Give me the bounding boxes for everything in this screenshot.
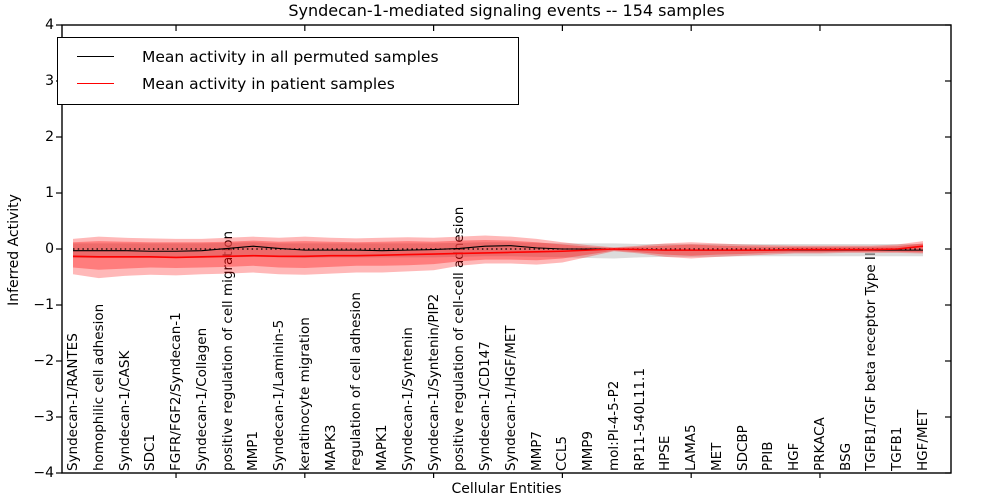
legend-row-permuted: Mean activity in all permuted samples (58, 43, 518, 70)
y-tick-label: 4 (45, 17, 54, 33)
patient-samples-range-outer-band (73, 235, 923, 279)
legend-row-patient: Mean activity in patient samples (58, 70, 518, 97)
patient-samples-range-inner-band (73, 240, 923, 270)
y-tick-label: −2 (33, 353, 54, 369)
chart-title: Syndecan-1-mediated signaling events -- … (288, 1, 725, 20)
axis-ticks (56, 24, 951, 478)
legend-label-patient: Mean activity in patient samples (142, 74, 395, 93)
permuted-samples-range-band (73, 242, 923, 259)
x-axis-label: Cellular Entities (451, 481, 562, 497)
y-tick-label: 1 (45, 185, 54, 201)
patient-mean-line (72, 245, 924, 259)
legend-label-permuted: Mean activity in all permuted samples (142, 47, 439, 66)
patient-line-sample (77, 83, 114, 84)
legend: Mean activity in all permuted samples Me… (57, 37, 519, 105)
y-tick-label: 0 (45, 241, 54, 257)
y-tick-label: 2 (45, 129, 54, 145)
permuted-line-sample (77, 56, 114, 57)
y-tick-label: −1 (33, 297, 54, 313)
y-tick-label: −4 (33, 465, 54, 481)
y-tick-label: −3 (33, 409, 54, 425)
y-tick-label: 3 (45, 73, 54, 89)
